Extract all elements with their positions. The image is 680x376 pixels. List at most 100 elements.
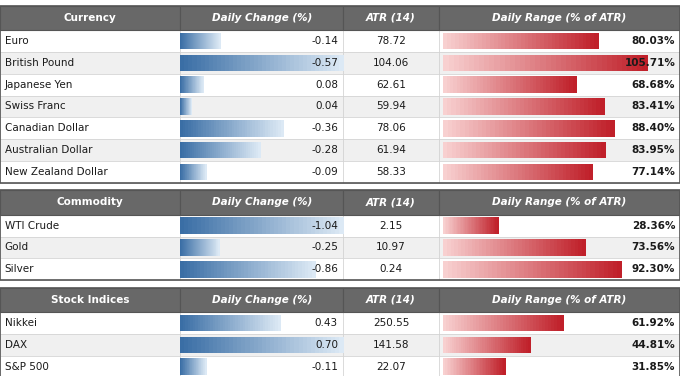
- Text: 2.15: 2.15: [379, 221, 403, 230]
- Bar: [568, 239, 572, 256]
- Bar: [483, 261, 489, 277]
- Bar: [0, 52, 180, 74]
- Bar: [509, 33, 513, 49]
- Bar: [225, 55, 230, 71]
- Bar: [187, 33, 189, 49]
- Bar: [205, 358, 206, 375]
- Bar: [311, 261, 316, 277]
- Bar: [252, 142, 255, 158]
- Bar: [520, 98, 525, 115]
- Bar: [464, 142, 469, 158]
- Bar: [592, 55, 597, 71]
- Bar: [192, 358, 193, 375]
- Bar: [270, 55, 275, 71]
- Bar: [303, 55, 307, 71]
- Bar: [497, 315, 501, 331]
- Bar: [563, 33, 568, 49]
- Bar: [218, 239, 219, 256]
- Bar: [529, 120, 534, 136]
- Bar: [191, 76, 192, 93]
- Bar: [197, 33, 198, 49]
- Text: 31.85%: 31.85%: [632, 362, 675, 371]
- Bar: [218, 142, 221, 158]
- Bar: [201, 120, 204, 136]
- Bar: [514, 164, 519, 180]
- Bar: [466, 358, 469, 375]
- Bar: [443, 142, 448, 158]
- Bar: [536, 239, 540, 256]
- Bar: [201, 337, 205, 353]
- Bar: [200, 315, 203, 331]
- Bar: [496, 239, 501, 256]
- Bar: [199, 358, 200, 375]
- Bar: [183, 358, 184, 375]
- Bar: [205, 217, 209, 234]
- Bar: [487, 337, 490, 353]
- Bar: [188, 358, 189, 375]
- Bar: [188, 33, 190, 49]
- Bar: [476, 315, 480, 331]
- Bar: [233, 55, 238, 71]
- Bar: [189, 358, 190, 375]
- Bar: [285, 261, 289, 277]
- Bar: [492, 98, 496, 115]
- Text: Swiss Franc: Swiss Franc: [5, 102, 65, 111]
- Bar: [185, 239, 187, 256]
- Bar: [309, 261, 313, 277]
- Text: 105.71%: 105.71%: [624, 58, 675, 68]
- Bar: [188, 76, 190, 93]
- Bar: [540, 33, 545, 49]
- Bar: [210, 315, 214, 331]
- Bar: [465, 217, 467, 234]
- Bar: [250, 120, 253, 136]
- Bar: [469, 217, 471, 234]
- Bar: [265, 120, 269, 136]
- Bar: [294, 55, 299, 71]
- Text: Gold: Gold: [5, 243, 29, 252]
- Bar: [439, 74, 680, 96]
- Text: Japanese Yen: Japanese Yen: [5, 80, 73, 89]
- Bar: [533, 164, 537, 180]
- Bar: [274, 55, 279, 71]
- Bar: [327, 217, 332, 234]
- Bar: [439, 117, 680, 139]
- Bar: [459, 358, 461, 375]
- Bar: [460, 76, 464, 93]
- Bar: [229, 120, 233, 136]
- Bar: [490, 358, 492, 375]
- Bar: [445, 358, 447, 375]
- Bar: [196, 120, 199, 136]
- Text: -1.04: -1.04: [311, 221, 338, 230]
- Bar: [590, 33, 595, 49]
- Bar: [248, 120, 250, 136]
- Bar: [602, 55, 607, 71]
- Bar: [553, 142, 558, 158]
- Bar: [210, 142, 213, 158]
- Bar: [187, 261, 191, 277]
- Bar: [450, 337, 453, 353]
- Bar: [593, 120, 598, 136]
- Bar: [204, 239, 205, 256]
- Bar: [188, 120, 191, 136]
- Bar: [566, 76, 570, 93]
- Bar: [186, 120, 188, 136]
- Bar: [488, 358, 490, 375]
- Text: 73.56%: 73.56%: [632, 243, 675, 252]
- Bar: [513, 337, 515, 353]
- Bar: [182, 76, 184, 93]
- Bar: [484, 164, 489, 180]
- Bar: [476, 142, 481, 158]
- Bar: [551, 315, 555, 331]
- Text: 44.81%: 44.81%: [632, 340, 675, 350]
- Bar: [0, 356, 180, 376]
- Bar: [507, 76, 511, 93]
- Bar: [213, 217, 218, 234]
- Bar: [473, 76, 477, 93]
- Bar: [192, 142, 195, 158]
- Bar: [439, 258, 680, 280]
- Bar: [323, 337, 328, 353]
- Bar: [439, 334, 680, 356]
- Bar: [190, 315, 193, 331]
- Bar: [482, 33, 487, 49]
- Bar: [443, 358, 445, 375]
